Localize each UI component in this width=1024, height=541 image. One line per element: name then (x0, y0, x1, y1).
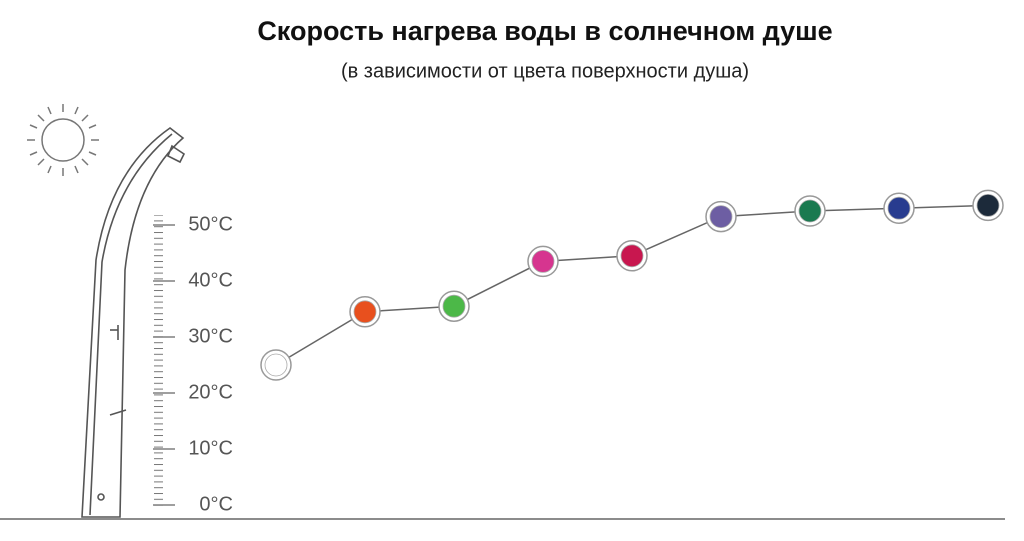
data-point (442, 294, 466, 318)
data-point (798, 199, 822, 223)
y-tick-label: 10°C (188, 437, 233, 459)
y-tick-label: 40°C (188, 269, 233, 291)
data-point (620, 244, 644, 268)
shower-icon (81, 127, 186, 518)
data-point (709, 205, 733, 229)
y-tick-label: 30°C (188, 325, 233, 347)
chart-subtitle: (в зависимости от цвета поверхности душа… (341, 60, 749, 82)
y-tick-label: 20°C (188, 381, 233, 403)
data-point (531, 249, 555, 273)
y-tick-label: 0°C (199, 493, 233, 515)
sun-icon (27, 104, 99, 176)
data-point (887, 196, 911, 220)
data-point (353, 300, 377, 324)
thermometer-ruler (153, 215, 163, 510)
data-line (275, 204, 989, 366)
data-point (976, 193, 1000, 217)
y-tick-label: 50°C (188, 213, 233, 235)
chart-title: Скорость нагрева воды в солнечном душе (257, 16, 832, 46)
data-point (264, 353, 288, 377)
